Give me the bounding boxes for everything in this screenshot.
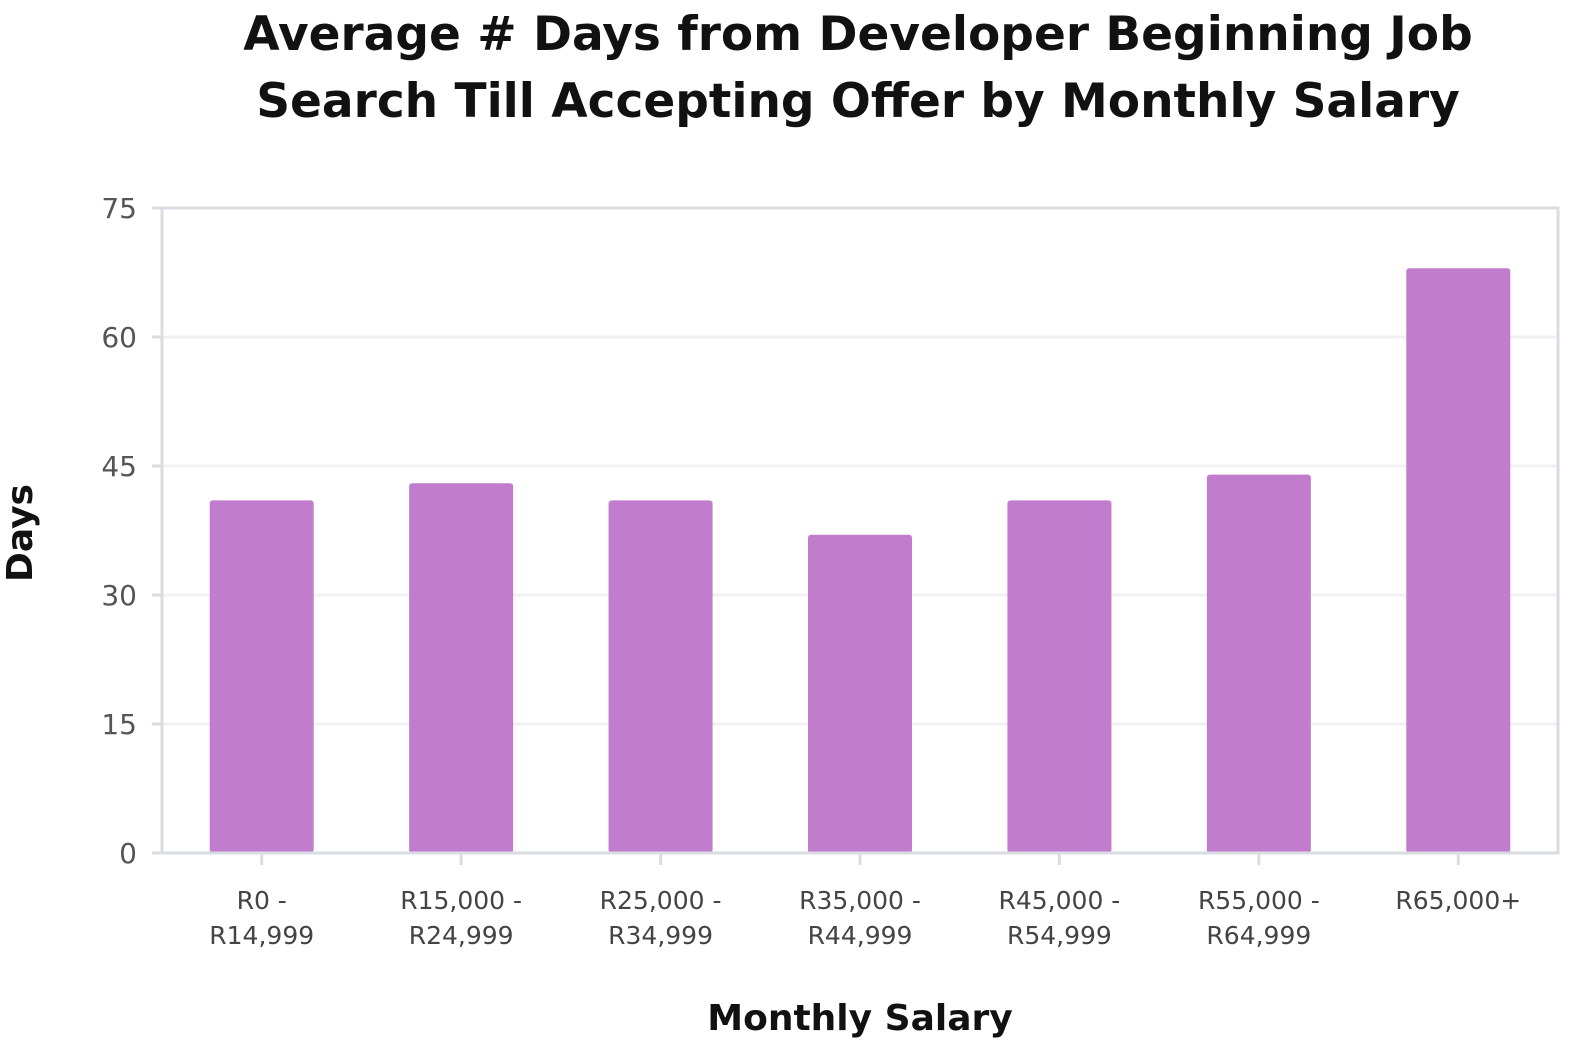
chart-title: Average # Days from Developer Beginning … xyxy=(243,7,1472,129)
x-tick-label: R45,000 -R54,999 xyxy=(999,886,1121,950)
bar xyxy=(209,500,314,853)
x-tick-label: R35,000 -R44,999 xyxy=(799,886,921,950)
bar xyxy=(409,483,514,853)
bars xyxy=(209,268,1511,853)
bar xyxy=(608,500,713,853)
y-tick-label: 15 xyxy=(101,708,137,741)
x-tick-label: R25,000 -R34,999 xyxy=(600,886,722,950)
x-tick-label: R65,000+ xyxy=(1395,886,1521,915)
plot-frame xyxy=(160,206,1560,855)
y-tick-label: 0 xyxy=(119,837,137,870)
y-axis-title: Days xyxy=(0,484,41,582)
y-tick-label: 60 xyxy=(101,321,137,354)
x-tick-label: R15,000 -R24,999 xyxy=(400,886,522,950)
x-tick-labels: R0 -R14,999 R15,000 -R24,999 R25,000 -R34,… xyxy=(209,886,1521,950)
bar xyxy=(1206,474,1311,853)
bar xyxy=(1007,500,1112,853)
y-tick-label: 75 xyxy=(101,192,137,225)
bar xyxy=(1406,268,1511,853)
x-tick-label: R55,000 -R64,999 xyxy=(1198,886,1320,950)
y-tick-label: 45 xyxy=(101,450,137,483)
x-tick-label: R0 -R14,999 xyxy=(209,886,314,950)
y-tick-label: 30 xyxy=(101,579,137,612)
x-axis-title: Monthly Salary xyxy=(707,998,1012,1039)
axes xyxy=(152,206,1560,865)
chart-title-line-1: Average # Days from Developer Beginning … xyxy=(243,7,1472,62)
chart-title-line-2: Search Till Accepting Offer by Monthly S… xyxy=(256,74,1460,129)
y-tick-labels: 0 15 30 45 60 75 xyxy=(101,192,137,870)
bar xyxy=(808,534,912,853)
